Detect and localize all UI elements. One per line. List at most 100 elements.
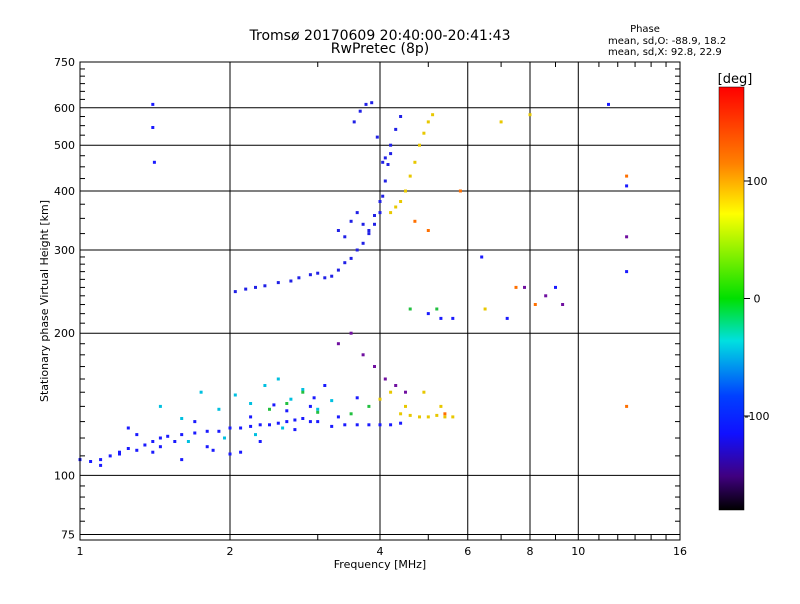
- data-point: [373, 214, 376, 217]
- data-point: [399, 200, 403, 203]
- data-point: [422, 390, 426, 394]
- data-point: [367, 229, 371, 232]
- data-point: [544, 294, 548, 298]
- data-point: [394, 205, 398, 209]
- data-point: [323, 276, 327, 280]
- data-point: [281, 426, 285, 430]
- data-point: [426, 415, 430, 419]
- data-point: [625, 174, 629, 178]
- data-point: [389, 211, 393, 215]
- data-point: [152, 160, 156, 164]
- series-blue-low-E-trace: [78, 384, 403, 467]
- data-point: [272, 403, 276, 407]
- data-point: [193, 420, 197, 424]
- data-point: [451, 415, 455, 419]
- data-point: [381, 160, 385, 164]
- y-tick-label: 75: [61, 528, 75, 541]
- data-point: [378, 397, 382, 401]
- data-point: [316, 407, 320, 411]
- data-point: [336, 342, 340, 346]
- data-point: [258, 440, 262, 443]
- data-point: [258, 423, 262, 427]
- data-point: [413, 219, 417, 223]
- data-point: [383, 156, 387, 160]
- data-point: [343, 261, 347, 265]
- data-points: [78, 101, 629, 467]
- data-point: [361, 222, 365, 226]
- data-point: [285, 409, 289, 413]
- data-point: [180, 417, 184, 420]
- data-point: [408, 307, 412, 311]
- data-point: [276, 281, 280, 285]
- data-point: [186, 440, 190, 443]
- data-point: [418, 415, 421, 419]
- data-point: [499, 120, 503, 124]
- data-point: [422, 131, 426, 135]
- data-point: [408, 174, 412, 178]
- data-point: [625, 184, 629, 188]
- data-point: [561, 303, 565, 306]
- data-point: [239, 450, 243, 454]
- data-point: [355, 211, 359, 215]
- colorbar-label: [deg]: [718, 72, 753, 87]
- data-point: [211, 448, 215, 452]
- data-point: [205, 429, 209, 433]
- data-point: [228, 452, 232, 456]
- y-tick-label: 400: [54, 185, 75, 198]
- data-point: [323, 384, 327, 387]
- y-tick-label: 100: [54, 469, 75, 482]
- data-point: [151, 440, 155, 443]
- data-point: [126, 426, 130, 430]
- data-point: [126, 447, 130, 450]
- data-point: [413, 160, 417, 164]
- data-point: [431, 113, 435, 117]
- data-point: [99, 463, 103, 467]
- colorbar-tick-label: 100: [747, 175, 768, 188]
- data-point: [367, 232, 371, 236]
- data-point: [352, 120, 356, 124]
- data-point: [389, 423, 393, 427]
- data-point: [443, 415, 447, 419]
- data-point: [426, 229, 430, 232]
- data-point: [358, 109, 362, 113]
- data-point: [355, 248, 359, 252]
- data-point: [268, 423, 271, 427]
- data-point: [483, 307, 487, 311]
- data-point: [451, 316, 455, 320]
- data-point: [399, 412, 403, 416]
- data-point: [343, 235, 347, 239]
- data-point: [439, 316, 443, 320]
- x-tick-label: 2: [227, 545, 234, 558]
- data-point: [399, 421, 403, 425]
- data-point: [158, 436, 162, 440]
- data-point: [233, 393, 237, 397]
- data-point: [378, 423, 382, 427]
- data-point: [373, 222, 376, 226]
- data-point: [458, 189, 462, 193]
- data-point: [523, 285, 526, 289]
- series-blue-F-trace: [233, 101, 403, 294]
- data-point: [386, 163, 390, 166]
- data-point: [349, 256, 353, 260]
- data-point: [367, 423, 371, 427]
- data-point: [426, 312, 430, 316]
- data-point: [383, 179, 387, 183]
- data-point: [301, 417, 305, 420]
- data-point: [249, 402, 253, 405]
- x-tick-label: 10: [571, 545, 585, 558]
- data-point: [349, 331, 353, 335]
- data-point: [336, 268, 340, 272]
- data-point: [330, 424, 334, 428]
- data-point: [263, 384, 267, 387]
- data-point: [404, 404, 407, 408]
- data-point: [268, 407, 271, 411]
- data-point: [378, 211, 382, 215]
- data-point: [308, 273, 312, 277]
- data-point: [151, 126, 155, 129]
- series-blue-high-freq: [151, 102, 629, 320]
- x-tick-label: 6: [464, 545, 471, 558]
- data-point: [349, 412, 353, 416]
- data-point: [361, 241, 365, 245]
